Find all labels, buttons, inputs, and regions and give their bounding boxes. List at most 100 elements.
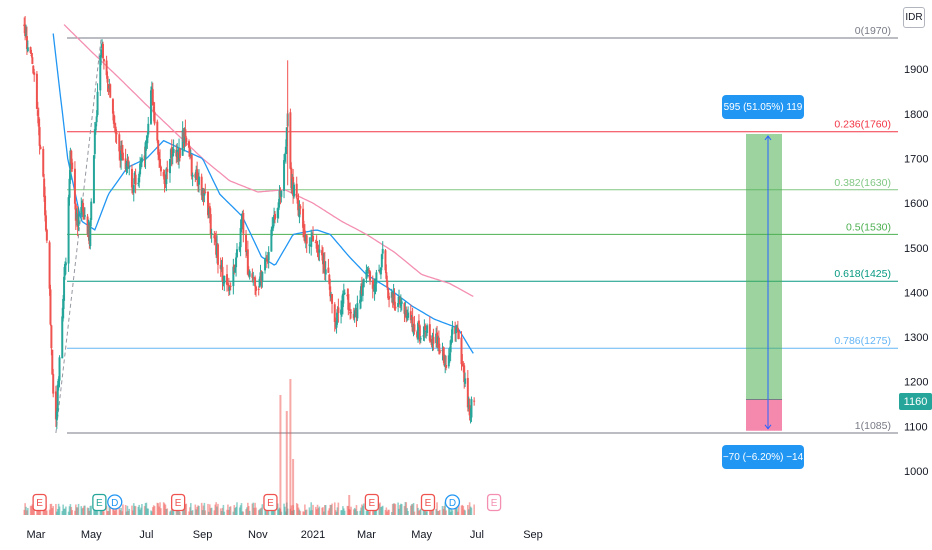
volume-bar	[204, 510, 207, 515]
earnings-box	[364, 493, 380, 512]
volume-bar	[355, 505, 358, 515]
candle-body	[463, 365, 466, 383]
volume-bar	[137, 506, 140, 515]
candle-body	[35, 73, 38, 109]
volume-bar	[176, 508, 179, 515]
volume-bar	[118, 505, 121, 515]
volume-bar	[157, 503, 160, 515]
volume-bar	[470, 507, 473, 515]
volume-bar	[423, 509, 426, 515]
candle-body	[168, 158, 171, 174]
volume-bar	[115, 505, 118, 515]
earnings-icon[interactable]: E	[486, 493, 502, 512]
volume-bar	[51, 508, 54, 515]
y-tick-label: 1900	[904, 64, 928, 76]
candle-body	[203, 193, 206, 196]
candle-body	[32, 65, 35, 74]
long-position-tool[interactable]	[746, 133, 782, 431]
time-axis[interactable]: Mar May Jul Sep Nov 2021 Mar May Jul Sep	[0, 520, 932, 550]
volume-bar	[107, 511, 110, 515]
volume-bar	[448, 504, 450, 515]
volume-bar	[197, 505, 199, 515]
earnings-icon[interactable]: E	[263, 493, 278, 512]
candle-body	[74, 204, 77, 221]
volume-bar	[322, 507, 324, 515]
volume-bar	[102, 510, 104, 515]
candle-body	[318, 249, 321, 253]
volume-bar	[368, 511, 370, 515]
volume-bar	[253, 507, 255, 515]
earnings-icon[interactable]: E	[170, 493, 186, 512]
volume-bar	[456, 507, 458, 515]
candle-body	[140, 163, 143, 165]
volume-bar	[232, 511, 235, 515]
event-marker-label: E	[36, 498, 43, 509]
earnings-icon[interactable]: E	[364, 493, 380, 512]
volume-bar	[438, 510, 440, 515]
earnings-box	[420, 493, 436, 512]
candle-body	[214, 237, 217, 240]
target-badge[interactable]: 595 (51.05%) 119	[722, 95, 804, 119]
candle-body	[197, 176, 200, 185]
candle-body	[239, 228, 242, 248]
candle-body	[51, 349, 54, 375]
volume-bar	[329, 504, 332, 515]
volume-bar	[233, 505, 236, 515]
dividend-icon[interactable]: D	[107, 494, 123, 510]
candle-body	[73, 168, 76, 204]
currency-badge[interactable]: IDR	[903, 7, 925, 28]
volume-bar	[65, 506, 67, 515]
y-tick-label: 1300	[904, 332, 928, 344]
trend-line[interactable]	[55, 37, 102, 434]
volume-bar	[422, 508, 425, 515]
dividend-icon[interactable]: D	[444, 494, 461, 510]
candle-body	[254, 277, 257, 287]
volume-bar	[143, 506, 146, 515]
price-axis[interactable]: 1000 1100 1200 1300 1400 1500 1600 1700 1800 1900	[898, 0, 932, 520]
volume-bar	[179, 511, 181, 515]
volume-bar	[323, 511, 325, 515]
volume-bar	[438, 509, 441, 515]
candle-body	[226, 284, 229, 286]
volume-bar	[387, 509, 389, 515]
stop-badge[interactable]: −70 (−6.20%) −14	[722, 445, 804, 469]
volume-bar	[239, 505, 242, 515]
dashed-trend-line[interactable]	[55, 37, 102, 434]
earnings-icon[interactable]: E	[32, 493, 47, 512]
candle-body	[120, 150, 123, 161]
candle-body	[99, 55, 102, 91]
volume-bar	[128, 508, 131, 515]
candle-body	[343, 292, 346, 294]
volume-bar	[81, 508, 83, 515]
volume-bar	[419, 508, 422, 515]
currency-label: IDR	[905, 12, 923, 23]
volume-bar	[391, 503, 394, 515]
candle-body	[366, 272, 369, 274]
y-tick-label: 1400	[904, 287, 928, 299]
volume-bar	[316, 504, 319, 515]
candle-body	[29, 47, 32, 53]
candle-body	[235, 249, 238, 258]
volume-bar	[84, 505, 86, 515]
volume-bar	[409, 505, 412, 515]
candle-body	[353, 310, 356, 318]
volume-bar	[444, 502, 446, 515]
volume-bar	[404, 502, 407, 515]
candle-body	[172, 149, 175, 154]
volume-bar	[30, 505, 33, 515]
earnings-icon[interactable]: E	[420, 493, 436, 512]
volume-bar	[346, 505, 349, 515]
volume-bar	[385, 507, 388, 515]
volume-bar	[228, 506, 231, 515]
candle-body	[443, 354, 446, 366]
candle-body	[299, 206, 302, 209]
volume-spike	[285, 411, 288, 515]
volume-bar	[333, 502, 336, 515]
volume-bar	[460, 505, 463, 515]
earnings-icon[interactable]: E	[92, 493, 107, 512]
volume-bar	[138, 504, 141, 515]
candle-body	[191, 174, 194, 177]
volume-bar	[381, 506, 383, 515]
